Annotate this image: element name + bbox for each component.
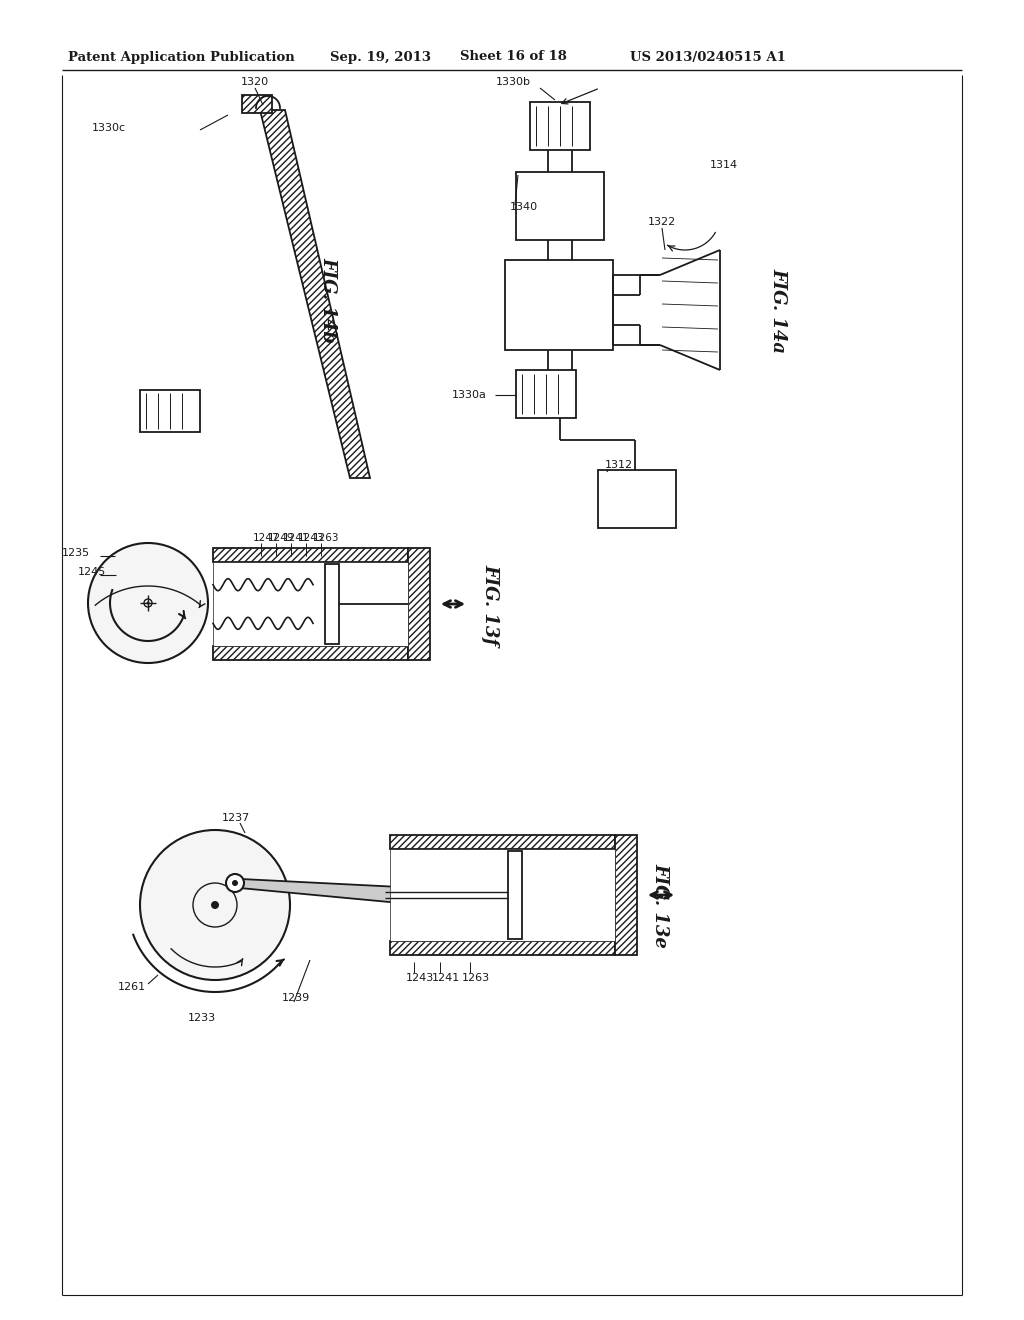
Bar xyxy=(213,645,408,660)
Text: 1263: 1263 xyxy=(313,533,340,543)
Circle shape xyxy=(88,543,208,663)
Text: 1330b: 1330b xyxy=(496,77,531,87)
Text: 1320: 1320 xyxy=(241,77,269,87)
Bar xyxy=(390,836,615,849)
Text: 1243: 1243 xyxy=(406,973,434,983)
Circle shape xyxy=(232,880,238,886)
Bar xyxy=(325,564,339,644)
Circle shape xyxy=(140,830,290,979)
Text: US 2013/0240515 A1: US 2013/0240515 A1 xyxy=(630,50,785,63)
Bar xyxy=(408,548,430,660)
Text: 1237: 1237 xyxy=(222,813,250,822)
Text: 1245: 1245 xyxy=(78,568,106,577)
Bar xyxy=(390,941,615,954)
Text: 1322: 1322 xyxy=(648,216,676,227)
Bar xyxy=(505,260,613,350)
Bar xyxy=(140,389,200,432)
Circle shape xyxy=(226,874,244,892)
Text: 1330a: 1330a xyxy=(452,389,486,400)
Polygon shape xyxy=(260,110,370,478)
Text: Sep. 19, 2013: Sep. 19, 2013 xyxy=(330,50,431,63)
Text: 1239: 1239 xyxy=(282,993,310,1003)
Bar xyxy=(242,95,272,114)
Bar xyxy=(213,548,408,562)
Text: 1243: 1243 xyxy=(298,533,325,543)
Text: 1314: 1314 xyxy=(710,160,738,170)
Bar xyxy=(390,849,615,941)
Text: 1241: 1241 xyxy=(432,973,460,983)
Text: 1312: 1312 xyxy=(605,459,633,470)
Text: FIG. 14a: FIG. 14a xyxy=(769,268,787,352)
Bar xyxy=(516,172,604,240)
Bar xyxy=(508,851,522,939)
Bar xyxy=(213,562,408,645)
Text: 1247: 1247 xyxy=(253,533,280,543)
Circle shape xyxy=(211,902,219,909)
Text: 1241: 1241 xyxy=(283,533,309,543)
Text: FIG. 13f: FIG. 13f xyxy=(481,565,499,645)
Bar xyxy=(530,102,590,150)
Bar xyxy=(615,836,637,954)
Text: FIG. 14b: FIG. 14b xyxy=(319,257,337,343)
Text: 1263: 1263 xyxy=(462,973,490,983)
Text: 1330c: 1330c xyxy=(92,123,126,133)
Polygon shape xyxy=(229,879,400,903)
Text: 1340: 1340 xyxy=(510,202,539,213)
Text: 1261: 1261 xyxy=(118,982,146,993)
Text: FIG. 13e: FIG. 13e xyxy=(651,862,669,948)
Bar xyxy=(598,470,676,528)
Text: Patent Application Publication: Patent Application Publication xyxy=(68,50,295,63)
Bar xyxy=(516,370,575,418)
Text: Sheet 16 of 18: Sheet 16 of 18 xyxy=(460,50,567,63)
Text: 1235: 1235 xyxy=(62,548,90,558)
Circle shape xyxy=(146,602,150,605)
Text: 1233: 1233 xyxy=(188,1012,216,1023)
Text: 1249: 1249 xyxy=(268,533,295,543)
